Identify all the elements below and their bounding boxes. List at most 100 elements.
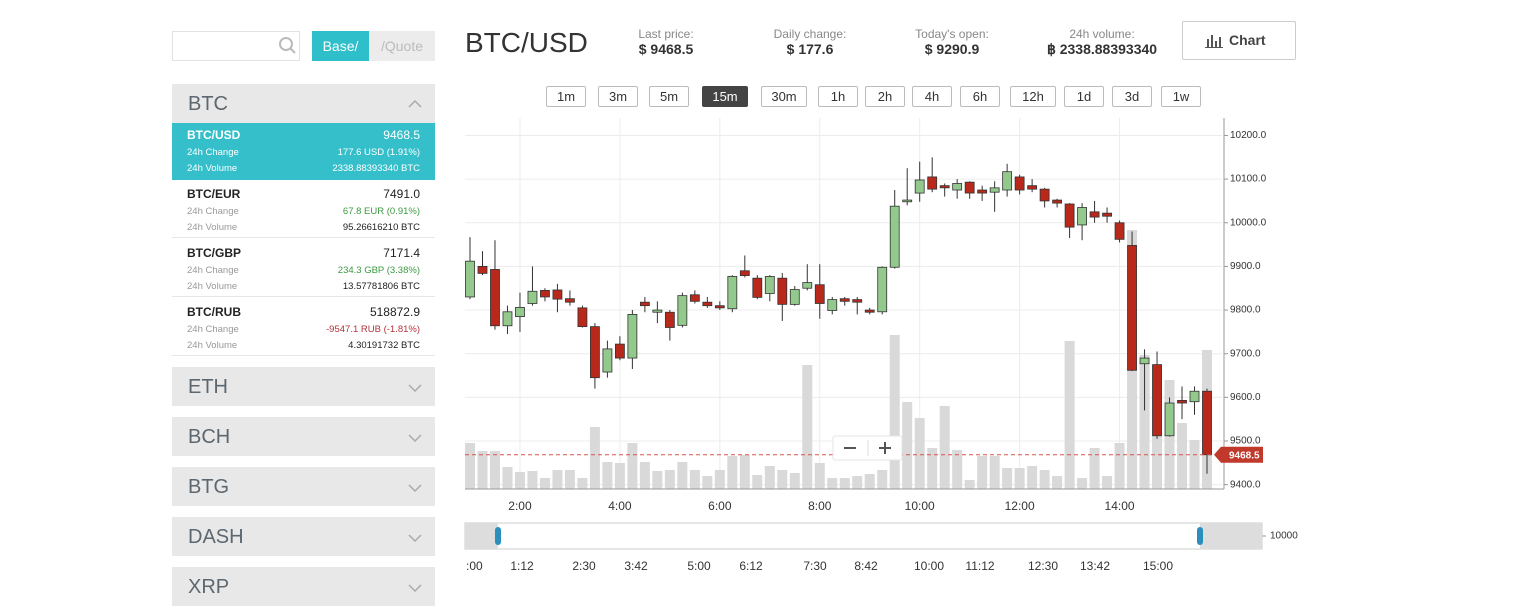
group-header[interactable] <box>172 84 435 123</box>
pair-name: BTC/EUR <box>187 187 241 201</box>
timeframe-button[interactable]: 30m <box>761 86 807 107</box>
candle-body <box>477 265 488 274</box>
candle-body <box>577 307 588 328</box>
navigator-label: 10:00 <box>914 559 944 573</box>
volume-label: 24h Volume <box>187 281 238 292</box>
candle-body <box>877 266 888 313</box>
candle-body <box>902 199 913 203</box>
candle-body <box>1189 390 1200 403</box>
pair-row[interactable] <box>172 241 435 297</box>
candle-body <box>1002 171 1013 191</box>
volume-bar <box>602 462 613 489</box>
group-header[interactable] <box>172 467 435 506</box>
volume-bar <box>939 406 950 489</box>
timeframe-button[interactable]: 4h <box>912 86 952 107</box>
candle-body <box>802 282 813 289</box>
timeframe-button[interactable]: 5m <box>649 86 689 107</box>
y-tick-label: 9600.0 <box>1230 392 1261 403</box>
pair-volume: 13.57781806 BTC <box>342 281 420 292</box>
candle-body <box>1102 212 1112 217</box>
y-tick-label: 9400.0 <box>1230 479 1261 490</box>
navigator-label: 2:30 <box>572 559 596 573</box>
selected-row[interactable] <box>172 123 435 180</box>
volume-bar <box>902 402 913 489</box>
timeframe-button[interactable]: 12h <box>1010 86 1056 107</box>
pair-price: 7171.4 <box>383 246 420 260</box>
chart-button[interactable] <box>1182 21 1296 60</box>
y-tick-label: 9900.0 <box>1230 261 1261 272</box>
navigator-label: 13:42 <box>1080 559 1110 573</box>
group-header[interactable] <box>172 417 435 456</box>
volume-bar <box>577 478 588 489</box>
pair-row[interactable] <box>172 300 435 356</box>
candle-body <box>1014 176 1025 191</box>
timeframe-button[interactable]: 2h <box>865 86 905 107</box>
candle-body <box>527 290 538 304</box>
change-label: 24h Change <box>187 324 239 335</box>
pair-change: 67.8 EUR (0.91%) <box>342 206 420 217</box>
candle-body <box>977 189 988 194</box>
candle-body <box>1202 390 1212 456</box>
chart-icon <box>1219 37 1221 47</box>
candle-body <box>789 289 800 305</box>
candle-body <box>1064 203 1075 228</box>
timeframe-button[interactable]: 1m <box>546 86 586 107</box>
group-header[interactable] <box>172 567 435 606</box>
navigator <box>464 522 1263 550</box>
candle-body <box>689 294 700 302</box>
navigator-handle[interactable] <box>495 527 501 545</box>
candle-body <box>664 311 675 328</box>
timeframe-button[interactable]: 3d <box>1112 86 1152 107</box>
timeframe-button[interactable]: 1w <box>1161 86 1201 107</box>
timeframe-button[interactable]: 6h <box>960 86 1000 107</box>
chart-icon <box>1215 41 1217 47</box>
timeframe-button[interactable]: 1d <box>1064 86 1104 107</box>
search-box[interactable] <box>172 31 300 61</box>
y-tick-label: 9700.0 <box>1230 348 1261 359</box>
candle-body <box>490 269 500 327</box>
volume-bar <box>527 471 538 489</box>
navigator-label: 3:42 <box>624 559 648 573</box>
group-header[interactable] <box>172 367 435 406</box>
x-tick-label: 10:00 <box>905 499 935 513</box>
group-name: XRP <box>188 576 230 598</box>
change-label: 24h Change <box>187 206 239 217</box>
change-label: 24h Change <box>187 147 239 158</box>
pair-price: 9468.5 <box>383 128 420 142</box>
volume-bar <box>502 467 513 489</box>
candle-body <box>727 276 738 310</box>
volume-bar <box>1114 443 1125 489</box>
navigator-handle[interactable] <box>1197 527 1203 545</box>
group-name: BTC <box>188 93 228 115</box>
candle-body <box>889 205 900 268</box>
pair-change: 177.6 USD (1.91%) <box>337 147 420 158</box>
candle-body <box>702 301 713 307</box>
timeframe-button[interactable]: 3m <box>598 86 638 107</box>
group-header[interactable] <box>172 517 435 556</box>
volume-bar <box>789 473 800 489</box>
pair-row[interactable] <box>172 182 435 238</box>
quote-toggle[interactable]: /Quote <box>369 31 435 61</box>
x-tick-label: 4:00 <box>608 499 632 513</box>
candle-body <box>1177 399 1187 404</box>
base-toggle[interactable]: Base/ <box>312 31 369 61</box>
navigator-label: :00 <box>466 559 483 573</box>
last-price-tag <box>1214 446 1263 463</box>
candle-body <box>552 289 563 300</box>
timeframe-button[interactable]: 15m <box>702 86 748 107</box>
candle-body <box>914 179 925 194</box>
volume-bar <box>1139 355 1150 489</box>
volume-bar <box>814 463 825 489</box>
volume-bar <box>564 470 575 489</box>
candle-body <box>839 298 850 302</box>
volume-bar <box>1077 478 1088 489</box>
last-price-label: 9468.5 <box>1229 450 1260 461</box>
volume-bar <box>827 478 838 489</box>
change-label: 24h Change <box>187 265 239 276</box>
timeframe-button[interactable]: 1h <box>818 86 858 107</box>
volume-bar <box>889 335 900 489</box>
stat-value: $ 9468.5 <box>638 41 694 57</box>
volume-bar <box>802 365 813 489</box>
pair-price: 7491.0 <box>383 187 420 201</box>
candle-body <box>764 276 775 294</box>
